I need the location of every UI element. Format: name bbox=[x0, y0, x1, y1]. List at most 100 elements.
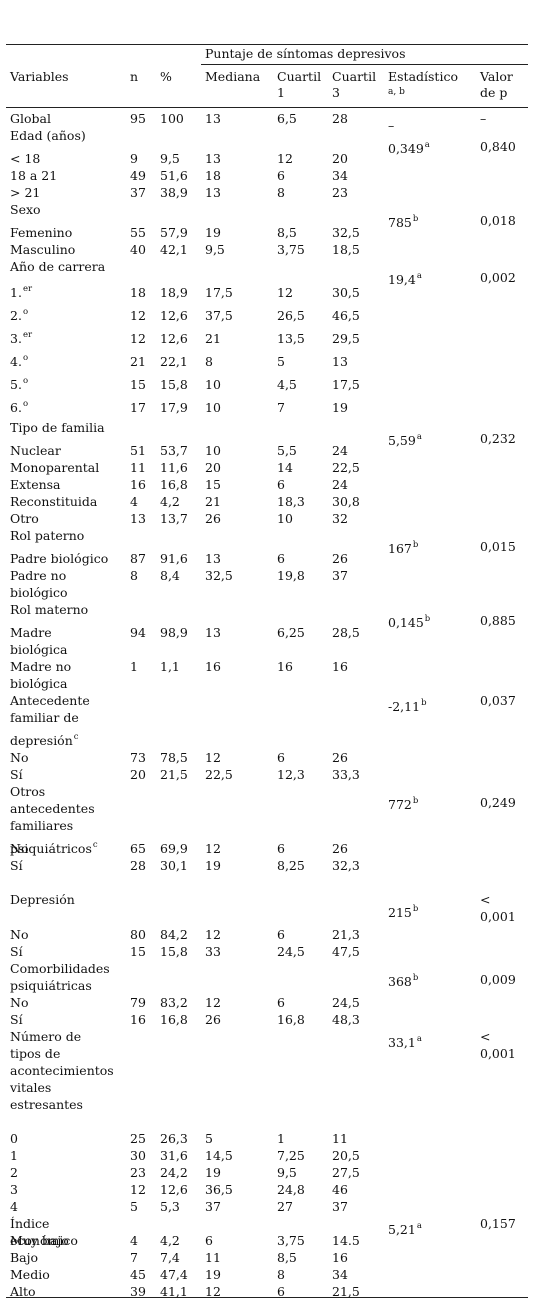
superscript: er bbox=[22, 284, 33, 294]
cell-q3: 30,5 bbox=[332, 285, 360, 300]
cell-p-value: 0,018 bbox=[480, 213, 516, 228]
row-label: antecedentes bbox=[10, 801, 95, 816]
superscript: a bbox=[416, 271, 422, 281]
row-label: Monoparental bbox=[10, 460, 100, 475]
cell-q3: 21,5 bbox=[332, 1284, 360, 1299]
row-label: 18 a 21 bbox=[10, 168, 58, 183]
cell-q3: 14.5 bbox=[332, 1233, 360, 1248]
cell-pct: 57,9 bbox=[160, 225, 188, 240]
row-label: 3.er bbox=[10, 330, 33, 346]
cell-q3: 26 bbox=[332, 551, 348, 566]
cell-q3: 48,3 bbox=[332, 1012, 360, 1027]
cell-q1: 16,8 bbox=[277, 1012, 305, 1027]
superscript: o bbox=[22, 353, 29, 363]
superscript: a bbox=[424, 140, 430, 150]
header-valor-p-line1: Valor bbox=[480, 69, 513, 84]
cell-pct: 41,1 bbox=[160, 1284, 188, 1299]
cell-median: 21 bbox=[205, 331, 221, 346]
cell-statistic: -2,11b bbox=[388, 698, 427, 714]
cell-n: 4 bbox=[130, 494, 138, 509]
header-group-title: Puntaje de síntomas depresivos bbox=[205, 46, 406, 61]
row-label: Rol materno bbox=[10, 602, 89, 617]
cell-n: 39 bbox=[130, 1284, 146, 1299]
row-label: > 21 bbox=[10, 185, 41, 200]
cell-n: 15 bbox=[130, 377, 146, 392]
cell-q3: 27,5 bbox=[332, 1165, 360, 1180]
cell-p-value: 0,009 bbox=[480, 972, 516, 987]
cell-q1: 24,8 bbox=[277, 1182, 305, 1197]
row-label: Global bbox=[10, 111, 51, 126]
row-label: Sí bbox=[10, 858, 23, 873]
cell-n: 25 bbox=[130, 1131, 146, 1146]
cell-q3: 28 bbox=[332, 111, 348, 126]
cell-n: 12 bbox=[130, 1182, 146, 1197]
cell-n: 73 bbox=[130, 750, 146, 765]
cell-median: 15 bbox=[205, 477, 221, 492]
row-label: Sí bbox=[10, 1012, 23, 1027]
cell-pct: 12,6 bbox=[160, 308, 188, 323]
row-label: Índice bbox=[10, 1216, 50, 1231]
superscript: b bbox=[421, 698, 427, 708]
bottom-rule bbox=[6, 1297, 528, 1298]
cell-median: 21 bbox=[205, 494, 221, 509]
cell-q3: 13 bbox=[332, 354, 348, 369]
cell-n: 21 bbox=[130, 354, 146, 369]
cell-n: 23 bbox=[130, 1165, 146, 1180]
row-label: Tipo de familia bbox=[10, 420, 105, 435]
cell-q1: 27 bbox=[277, 1199, 293, 1214]
row-label: psiquiátricosc bbox=[10, 840, 98, 856]
cell-median: 19 bbox=[205, 1267, 221, 1282]
cell-p-value: – bbox=[480, 111, 487, 126]
cell-median: 12 bbox=[205, 750, 221, 765]
cell-median: 9,5 bbox=[205, 242, 225, 257]
row-label: acontecimientos bbox=[10, 1063, 114, 1078]
cell-median: 37 bbox=[205, 1199, 221, 1214]
cell-q1: 12 bbox=[277, 285, 293, 300]
cell-pct: 83,2 bbox=[160, 995, 188, 1010]
cell-median: 10 bbox=[205, 443, 221, 458]
cell-pct: 13,7 bbox=[160, 511, 188, 526]
cell-n: 30 bbox=[130, 1148, 146, 1163]
header-pct: % bbox=[160, 69, 172, 84]
cell-median: 12 bbox=[205, 927, 221, 942]
cell-q3: 33,3 bbox=[332, 767, 360, 782]
cell-n: 20 bbox=[130, 767, 146, 782]
cell-q3: 24 bbox=[332, 477, 348, 492]
cell-q1: 6 bbox=[277, 477, 285, 492]
cell-pct: 26,3 bbox=[160, 1131, 188, 1146]
cell-q1: 6 bbox=[277, 995, 285, 1010]
cell-n: 4 bbox=[130, 1233, 138, 1248]
cell-q1: 24,5 bbox=[277, 944, 305, 959]
cell-statistic: 5,59a bbox=[388, 432, 422, 448]
cell-q1: 16 bbox=[277, 659, 293, 674]
header-variables: Variables bbox=[10, 69, 69, 84]
cell-pct: 91,6 bbox=[160, 551, 188, 566]
row-label: Medio bbox=[10, 1267, 50, 1282]
cell-pct: 21,5 bbox=[160, 767, 188, 782]
cell-median: 36,5 bbox=[205, 1182, 233, 1197]
row-label: No bbox=[10, 841, 29, 856]
cell-pct: 1,1 bbox=[160, 659, 180, 674]
cell-median: 22,5 bbox=[205, 767, 233, 782]
cell-q1: 12 bbox=[277, 151, 293, 166]
cell-q3: 18,5 bbox=[332, 242, 360, 257]
cell-q1: 6,5 bbox=[277, 111, 297, 126]
superscript: o bbox=[22, 399, 29, 409]
cell-q1: 26,5 bbox=[277, 308, 305, 323]
cell-n: 51 bbox=[130, 443, 146, 458]
cell-pct: 22,1 bbox=[160, 354, 188, 369]
cell-statistic: 5,21a bbox=[388, 1221, 422, 1237]
cell-pct: 8,4 bbox=[160, 568, 180, 583]
cell-median: 10 bbox=[205, 377, 221, 392]
cell-statistic: 368b bbox=[388, 973, 419, 989]
cell-q3: 32,5 bbox=[332, 225, 360, 240]
cell-p-value: 0,885 bbox=[480, 613, 516, 628]
cell-q1: 6 bbox=[277, 750, 285, 765]
cell-p-value: 0,232 bbox=[480, 431, 516, 446]
cell-pct: 69,9 bbox=[160, 841, 188, 856]
cell-statistic: 167b bbox=[388, 540, 419, 556]
cell-pct: 4,2 bbox=[160, 494, 180, 509]
row-label: Extensa bbox=[10, 477, 61, 492]
cell-q1: 1 bbox=[277, 1131, 285, 1146]
